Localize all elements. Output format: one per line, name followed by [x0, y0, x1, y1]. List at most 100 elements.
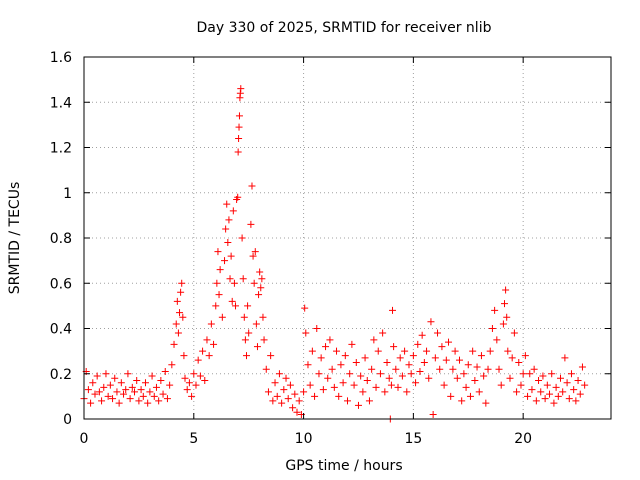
data-point	[429, 410, 437, 418]
data-point	[368, 365, 376, 373]
data-point	[176, 309, 184, 317]
data-point	[227, 252, 235, 260]
data-point	[284, 395, 292, 403]
data-point	[264, 388, 272, 396]
data-point	[574, 377, 582, 385]
x-axis-label: GPS time / hours	[285, 458, 402, 474]
data-point	[300, 388, 308, 396]
data-point	[442, 356, 450, 364]
data-point	[394, 383, 402, 391]
data-point	[524, 392, 532, 400]
data-point	[322, 343, 330, 351]
data-point	[223, 200, 231, 208]
data-point	[539, 372, 547, 380]
data-point	[278, 399, 286, 407]
data-point	[226, 275, 234, 283]
data-point	[398, 372, 406, 380]
data-point	[214, 248, 222, 256]
data-point	[124, 370, 132, 378]
data-point	[315, 370, 323, 378]
data-point	[339, 379, 347, 387]
data-point	[572, 397, 580, 405]
data-point	[466, 392, 474, 400]
data-point	[379, 329, 387, 337]
data-point	[212, 302, 220, 310]
y-tick-label: 1	[63, 186, 72, 202]
data-point	[497, 381, 505, 389]
data-point	[282, 374, 290, 382]
data-point	[427, 318, 435, 326]
data-point	[563, 379, 571, 387]
data-point	[581, 381, 589, 389]
data-point	[383, 358, 391, 366]
data-point	[449, 365, 457, 373]
data-point	[423, 347, 431, 355]
data-point	[253, 343, 261, 351]
data-point	[237, 85, 245, 93]
data-point	[344, 397, 351, 405]
data-point	[251, 248, 259, 256]
data-point	[501, 300, 509, 308]
data-point	[306, 381, 314, 389]
data-point	[179, 313, 187, 321]
data-point	[447, 392, 455, 400]
data-point	[271, 379, 279, 387]
data-point	[451, 347, 459, 355]
data-point	[106, 381, 114, 389]
data-point	[477, 352, 485, 360]
data-point	[181, 374, 189, 382]
y-tick-label: 0	[63, 412, 72, 428]
data-point	[259, 313, 267, 321]
data-point	[308, 347, 316, 355]
data-point	[133, 377, 141, 385]
data-point	[337, 361, 345, 369]
data-point	[166, 381, 174, 389]
data-point	[173, 297, 181, 305]
data-point	[102, 370, 110, 378]
data-point	[304, 361, 312, 369]
data-point	[326, 336, 334, 344]
data-point	[295, 397, 303, 405]
data-point	[178, 279, 186, 287]
data-point	[180, 352, 188, 360]
data-point	[526, 370, 534, 378]
data-point	[502, 286, 510, 294]
data-point	[95, 388, 103, 396]
data-point	[405, 361, 413, 369]
data-point	[241, 336, 249, 344]
data-point	[174, 329, 182, 337]
data-point	[291, 390, 299, 398]
data-point	[240, 313, 248, 321]
data-point	[229, 207, 237, 215]
data-point	[324, 374, 332, 382]
data-point	[313, 325, 321, 332]
data-point	[87, 399, 95, 407]
data-point	[559, 388, 567, 396]
data-point	[210, 340, 218, 348]
data-point	[252, 320, 260, 328]
data-point	[91, 390, 99, 398]
data-point	[213, 279, 221, 287]
x-tick-label: 20	[514, 431, 532, 447]
data-point	[146, 388, 154, 396]
data-point	[201, 377, 209, 385]
data-point	[205, 352, 213, 360]
data-point	[257, 284, 265, 292]
data-point	[144, 399, 152, 407]
data-point	[570, 386, 578, 394]
plot-frame	[83, 56, 612, 420]
data-point	[115, 399, 123, 407]
data-point	[317, 354, 325, 362]
data-point	[460, 370, 468, 378]
data-point	[464, 361, 472, 369]
data-point	[238, 234, 246, 242]
data-point	[239, 275, 247, 283]
y-tick-label: 0.8	[50, 231, 72, 247]
data-point	[89, 379, 97, 387]
data-point	[436, 365, 444, 373]
data-point	[109, 395, 117, 403]
data-point	[434, 329, 442, 337]
data-point	[567, 370, 575, 378]
data-point	[248, 182, 256, 190]
